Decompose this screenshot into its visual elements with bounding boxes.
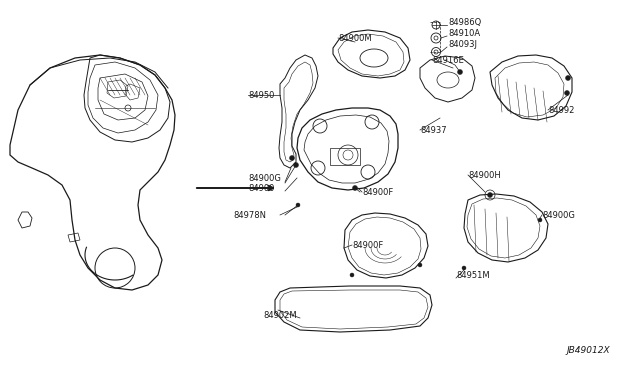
Text: 84900: 84900 — [248, 183, 275, 192]
Text: 84900M: 84900M — [338, 33, 372, 42]
Text: 84900F: 84900F — [362, 187, 393, 196]
Text: 84900H: 84900H — [468, 170, 500, 180]
Circle shape — [458, 70, 463, 74]
Text: JB49012X: JB49012X — [566, 346, 610, 355]
Circle shape — [564, 90, 570, 96]
Text: 84916E: 84916E — [432, 55, 464, 64]
Text: 84986Q: 84986Q — [448, 17, 481, 26]
Circle shape — [488, 192, 493, 198]
Circle shape — [462, 266, 466, 270]
Circle shape — [294, 163, 298, 167]
Text: 84992: 84992 — [548, 106, 574, 115]
Text: 84900F: 84900F — [352, 241, 383, 250]
Text: 84978N: 84978N — [233, 211, 266, 219]
Circle shape — [418, 263, 422, 267]
Circle shape — [296, 203, 300, 207]
Circle shape — [566, 76, 570, 80]
Circle shape — [289, 155, 294, 160]
Text: 84902M: 84902M — [263, 311, 296, 320]
Circle shape — [538, 218, 542, 222]
Text: 84900G: 84900G — [248, 173, 281, 183]
Circle shape — [353, 186, 358, 190]
Text: 84910A: 84910A — [448, 29, 480, 38]
Circle shape — [350, 273, 354, 277]
Text: 84951M: 84951M — [456, 270, 490, 279]
Text: 84093J: 84093J — [448, 39, 477, 48]
Text: 84950: 84950 — [248, 90, 275, 99]
Text: 84937: 84937 — [420, 125, 447, 135]
Text: 84900G: 84900G — [542, 211, 575, 219]
